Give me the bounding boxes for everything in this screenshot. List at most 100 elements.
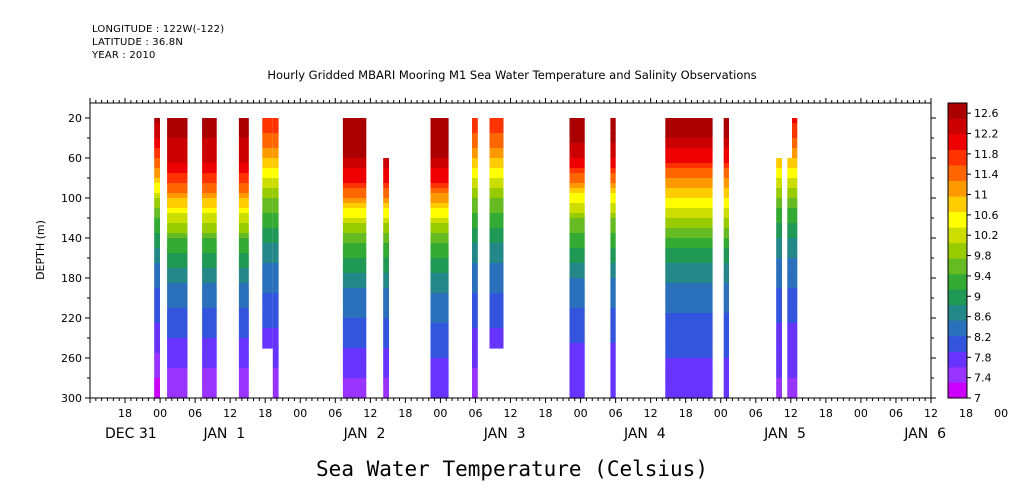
heatmap-cell <box>272 253 279 259</box>
heatmap-cell <box>787 178 792 184</box>
heatmap-cell <box>430 123 449 129</box>
heatmap-cell <box>787 253 792 259</box>
heatmap-cell <box>202 128 217 134</box>
x-hour-label: 00 <box>153 407 167 420</box>
heatmap-cell <box>272 353 279 359</box>
heatmap-cell <box>430 193 449 199</box>
heatmap-cell <box>342 263 367 269</box>
heatmap-cell <box>262 128 273 134</box>
heatmap-cell <box>167 218 188 224</box>
heatmap-cell <box>202 138 217 144</box>
x-hour-label: 12 <box>504 407 518 420</box>
heatmap-cell <box>489 228 504 234</box>
heatmap-cell <box>776 258 782 264</box>
heatmap-cell <box>262 153 273 159</box>
x-hour-label: 12 <box>644 407 658 420</box>
heatmap-cell <box>383 363 389 369</box>
heatmap-cell <box>610 363 616 369</box>
heatmap-cell <box>723 173 729 179</box>
heatmap-cell <box>383 318 389 324</box>
heatmap-cell <box>569 213 585 219</box>
x-hour-label: 18 <box>819 407 833 420</box>
heatmap-cell <box>430 153 449 159</box>
heatmap-cell <box>272 318 279 324</box>
heatmap-cell <box>610 358 616 364</box>
colorbar-swatch <box>948 149 967 166</box>
heatmap-cell <box>723 188 729 194</box>
heatmap-cell <box>472 183 478 189</box>
heatmap-cell <box>430 358 449 364</box>
heatmap-cell <box>472 173 478 179</box>
heatmap-cell <box>430 133 449 139</box>
heatmap-cell <box>792 308 798 314</box>
heatmap-cell <box>262 288 273 294</box>
heatmap-cell <box>787 293 792 299</box>
heatmap-cell <box>342 353 367 359</box>
heatmap-cell <box>430 353 449 359</box>
heatmap-cell <box>342 303 367 309</box>
heatmap-cell <box>472 353 478 359</box>
heatmap-cell <box>472 193 478 199</box>
heatmap-cell <box>665 143 713 149</box>
heatmap-cell <box>154 243 160 249</box>
heatmap-cell <box>202 153 217 159</box>
heatmap-cell <box>723 313 729 319</box>
heatmap-cell <box>723 163 729 169</box>
data-block-15 <box>723 118 729 399</box>
heatmap-cell <box>167 358 188 364</box>
heatmap-cell <box>792 338 798 344</box>
heatmap-cell <box>472 128 478 134</box>
heatmap-cell <box>489 123 504 129</box>
heatmap-cell <box>569 293 585 299</box>
heatmap-cell <box>272 333 279 339</box>
heatmap-cell <box>383 373 389 379</box>
heatmap-cell <box>238 353 249 359</box>
colorbar-swatch <box>948 180 967 197</box>
heatmap-cell <box>238 253 249 259</box>
heatmap-cell <box>787 328 792 334</box>
heatmap-cell <box>776 233 782 239</box>
x-hour-label: 18 <box>398 407 412 420</box>
heatmap-cell <box>167 388 188 394</box>
heatmap-cell <box>472 223 478 229</box>
heatmap-cell <box>167 393 188 399</box>
heatmap-cell <box>610 318 616 324</box>
heatmap-cell <box>167 298 188 304</box>
x-hour-label: 12 <box>223 407 237 420</box>
heatmap-cell <box>665 208 713 214</box>
heatmap-cell <box>238 148 249 154</box>
heatmap-cell <box>272 378 279 384</box>
colorbar-swatch <box>948 258 967 275</box>
heatmap-cell <box>167 368 188 374</box>
colorbar-swatch <box>948 103 967 119</box>
heatmap-cell <box>272 298 279 304</box>
heatmap-cell <box>167 238 188 244</box>
heatmap-cell <box>154 208 160 214</box>
heatmap-cell <box>154 313 160 319</box>
colorbar-swatch <box>948 134 967 150</box>
x-hour-label: 00 <box>293 407 307 420</box>
heatmap-cell <box>472 233 478 239</box>
heatmap-cell <box>342 288 367 294</box>
heatmap-cell <box>154 263 160 269</box>
heatmap-cell <box>665 248 713 254</box>
heatmap-cell <box>383 298 389 304</box>
heatmap-cell <box>787 363 792 369</box>
colorbar-swatch <box>948 273 967 290</box>
heatmap-cell <box>665 163 713 169</box>
colorbar-tick-label: 11 <box>974 189 988 202</box>
heatmap-cell <box>489 173 504 179</box>
heatmap-cell <box>569 233 585 239</box>
heatmap-cell <box>383 163 389 169</box>
heatmap-cell <box>489 193 504 199</box>
heatmap-cell <box>167 348 188 354</box>
heatmap-cell <box>489 143 504 149</box>
heatmap-cell <box>238 343 249 349</box>
heatmap-cell <box>202 393 217 399</box>
colorbar-tick-label: 9.4 <box>974 270 992 283</box>
data-block-17 <box>787 158 792 399</box>
heatmap-cell <box>342 168 367 174</box>
heatmap-cell <box>167 308 188 314</box>
heatmap-cell <box>342 308 367 314</box>
heatmap-cell <box>569 223 585 229</box>
